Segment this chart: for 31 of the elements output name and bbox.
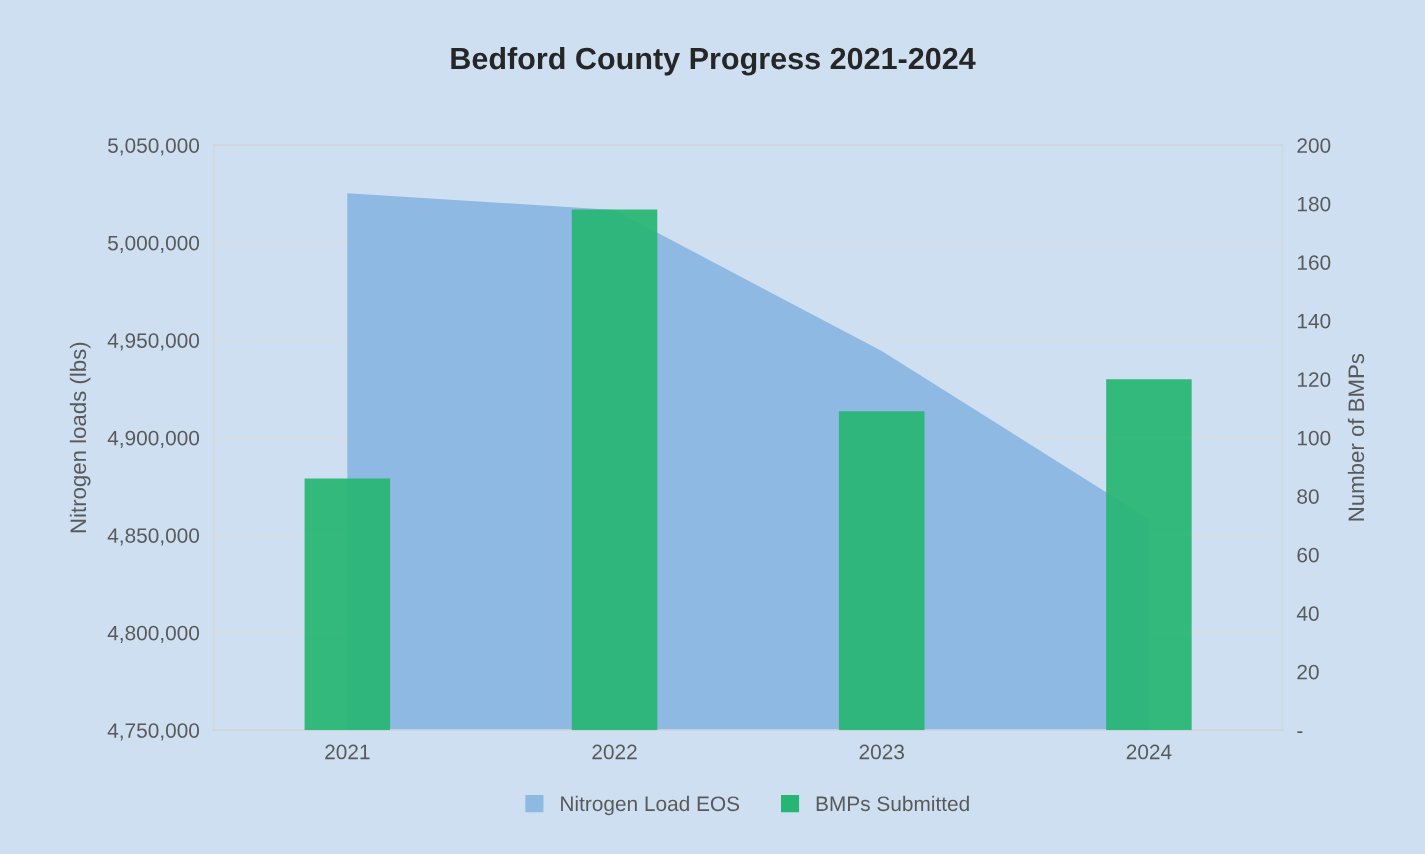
x-tick-label: 2024 — [1126, 744, 1172, 760]
legend-label: BMPs Submitted — [816, 795, 969, 812]
y-tick-label: 5,000,000 — [108, 235, 200, 253]
y2-tick-label: 140 — [1297, 313, 1331, 329]
bar — [571, 209, 658, 731]
y-tick-label: 4,900,000 — [107, 430, 200, 448]
y2-tick-label: - — [1297, 731, 1303, 733]
y-tick-label: 4,950,000 — [107, 333, 200, 351]
y2-tick-label: 120 — [1297, 372, 1331, 387]
y2-tick-label: 80 — [1297, 489, 1319, 504]
chart-title: Bedford County Progress 2021-2024 — [451, 46, 976, 76]
y-tick-label: 4,850,000 — [107, 528, 200, 546]
bar — [838, 411, 925, 731]
y2-axis-title: Number of BMPs — [1347, 353, 1365, 521]
y2-tick-label: 200 — [1297, 138, 1331, 153]
y-tick-label: 5,050,000 — [108, 138, 200, 156]
legend-label: Nitrogen Load EOS — [561, 795, 740, 816]
y-axis-title: Nitrogen loads (lbs) — [69, 342, 91, 533]
y2-tick-label: 60 — [1297, 547, 1319, 563]
bar — [304, 478, 391, 731]
y-tick-label: 4,800,000 — [107, 625, 200, 643]
x-tick-label: 2023 — [859, 744, 904, 760]
y2-tick-label: 160 — [1297, 255, 1331, 270]
x-tick-label: 2022 — [592, 744, 637, 760]
y2-tick-label: 20 — [1297, 664, 1319, 680]
bar — [1106, 379, 1192, 731]
y2-tick-label: 180 — [1297, 196, 1331, 212]
y2-tick-label: 100 — [1297, 430, 1331, 446]
x-tick-label: 2021 — [325, 744, 370, 760]
y2-tick-label: 40 — [1296, 606, 1319, 621]
y-tick-label: 4,750,000 — [107, 723, 200, 741]
